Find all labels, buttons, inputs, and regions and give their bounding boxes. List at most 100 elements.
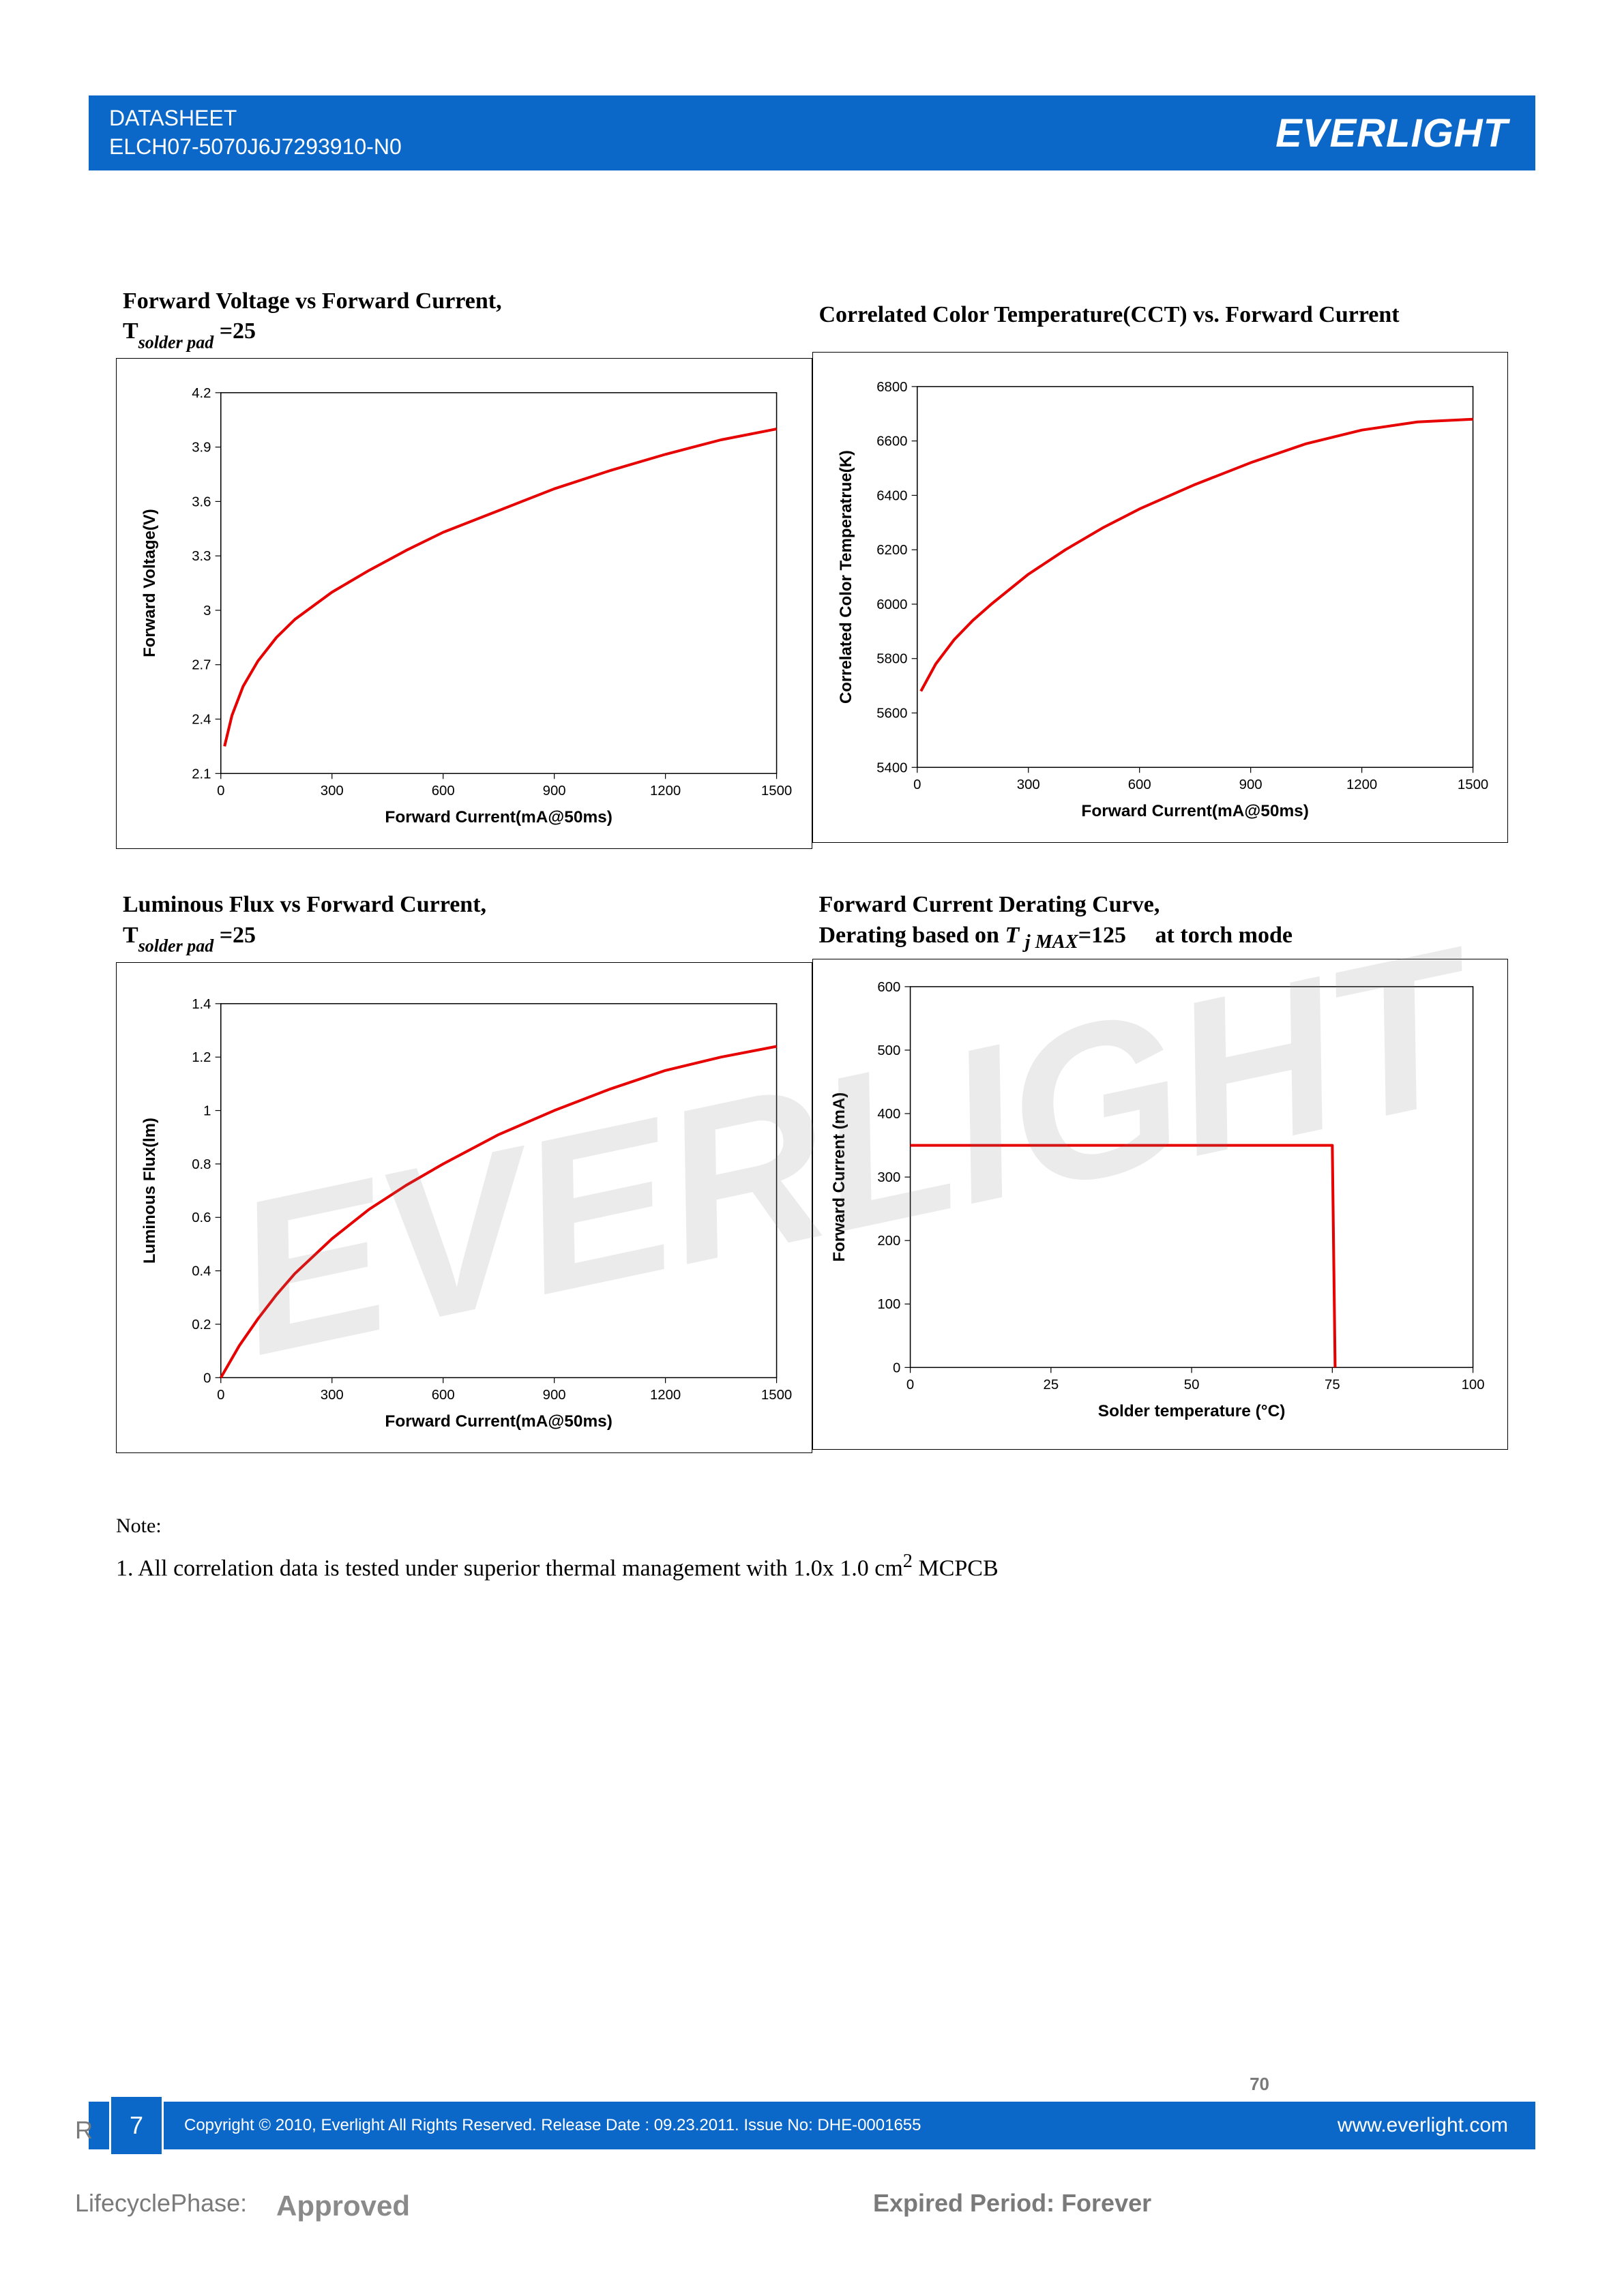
svg-text:300: 300: [321, 784, 344, 799]
derating-title-main: Forward Current Derating Curve,: [819, 892, 1160, 917]
svg-text:2.1: 2.1: [192, 767, 211, 782]
svg-text:Forward Voltage(V): Forward Voltage(V): [141, 509, 159, 658]
cct-title-main: Correlated Color Temperature(CCT) vs. Fo…: [819, 302, 1400, 327]
svg-text:100: 100: [877, 1298, 900, 1313]
chart-flux-svg: 03006009001200150000.20.40.60.811.21.4Fo…: [117, 963, 812, 1452]
svg-text:3.9: 3.9: [192, 441, 211, 456]
svg-text:1200: 1200: [1346, 777, 1376, 792]
page-number-box: 7: [109, 2095, 164, 2156]
svg-text:5800: 5800: [876, 652, 907, 667]
logo-text: EVERLIGHT: [1275, 111, 1508, 155]
content-area: Forward Voltage vs Forward Current, Tsol…: [116, 286, 1508, 1589]
note-block: Note: 1. All correlation data is tested …: [116, 1508, 1508, 1590]
svg-text:300: 300: [321, 1388, 344, 1403]
svg-text:6600: 6600: [876, 434, 907, 449]
header-left: DATASHEET ELCH07-5070J6J7293910-N0: [102, 104, 402, 161]
svg-text:5600: 5600: [876, 706, 907, 721]
flux-title-sub: Tsolder pad =25: [123, 923, 256, 948]
header-line2: ELCH07-5070J6J7293910-N0: [109, 133, 402, 162]
ghost-r: R: [75, 2116, 93, 2145]
footer-url: www.everlight.com: [1338, 2114, 1508, 2137]
svg-text:500: 500: [877, 1043, 900, 1058]
svg-text:3.6: 3.6: [192, 495, 211, 510]
vf-title-sub: Tsolder pad =25: [123, 318, 256, 344]
svg-text:1500: 1500: [761, 784, 792, 799]
svg-text:1.4: 1.4: [192, 997, 211, 1012]
svg-text:600: 600: [432, 784, 455, 799]
svg-text:6000: 6000: [876, 597, 907, 612]
page-number: 7: [130, 2111, 143, 2140]
chart-cct-if-box: 0300600900120015005400560058006000620064…: [812, 352, 1509, 843]
chart-derating-cell: Forward Current Derating Curve, Derating…: [812, 890, 1509, 1452]
svg-text:50: 50: [1183, 1378, 1199, 1393]
svg-text:100: 100: [1461, 1378, 1484, 1393]
svg-text:Forward Current (mA): Forward Current (mA): [829, 1092, 848, 1262]
svg-text:6200: 6200: [876, 543, 907, 558]
svg-text:300: 300: [877, 1171, 900, 1186]
svg-text:0: 0: [203, 1371, 211, 1386]
chart-derating-title: Forward Current Derating Curve, Derating…: [812, 890, 1509, 955]
chart-cct-if-cell: Correlated Color Temperature(CCT) vs. Fo…: [812, 286, 1509, 849]
header-line1: DATASHEET: [109, 104, 402, 133]
chart-derating-box: 02550751000100200300400500600Solder temp…: [812, 959, 1509, 1450]
charts-row-1: Forward Voltage vs Forward Current, Tsol…: [116, 286, 1508, 849]
svg-text:1500: 1500: [761, 1388, 792, 1403]
svg-text:0: 0: [913, 777, 921, 792]
ghost-lifecycle: LifecyclePhase:: [75, 2189, 247, 2218]
svg-text:1: 1: [203, 1104, 211, 1119]
svg-text:Forward Current(mA@50ms): Forward Current(mA@50ms): [385, 1412, 612, 1431]
svg-text:900: 900: [543, 784, 566, 799]
derating-title-sub: Derating based on T j MAX=125 at torch m…: [819, 923, 1293, 948]
chart-vf-if-svg: 0300600900120015002.12.42.733.33.63.94.2…: [117, 359, 812, 848]
svg-text:Solder temperature (°C): Solder temperature (°C): [1097, 1403, 1285, 1421]
chart-flux-cell: Luminous Flux vs Forward Current, Tsolde…: [116, 890, 812, 1452]
svg-text:1.2: 1.2: [192, 1050, 211, 1065]
svg-text:Forward Current(mA@50ms): Forward Current(mA@50ms): [1081, 802, 1308, 820]
svg-text:2.7: 2.7: [192, 658, 211, 673]
chart-cct-if-title: Correlated Color Temperature(CCT) vs. Fo…: [812, 286, 1509, 348]
ghost-approved: Approved: [276, 2190, 410, 2222]
svg-text:3.3: 3.3: [192, 550, 211, 565]
chart-flux-box: 03006009001200150000.20.40.60.811.21.4Fo…: [116, 962, 812, 1453]
ghost-70: 70: [1250, 2074, 1269, 2095]
note-label: Note:: [116, 1508, 1508, 1545]
svg-text:1200: 1200: [650, 784, 681, 799]
charts-row-2: Luminous Flux vs Forward Current, Tsolde…: [116, 890, 1508, 1452]
chart-vf-if-box: 0300600900120015002.12.42.733.33.63.94.2…: [116, 358, 812, 849]
svg-text:1200: 1200: [650, 1388, 681, 1403]
svg-text:4.2: 4.2: [192, 386, 211, 401]
svg-text:0: 0: [217, 784, 224, 799]
svg-text:0.6: 0.6: [192, 1210, 211, 1225]
svg-text:0: 0: [217, 1388, 224, 1403]
vf-title-main: Forward Voltage vs Forward Current,: [123, 288, 502, 314]
svg-text:900: 900: [1239, 777, 1262, 792]
svg-text:0: 0: [906, 1378, 913, 1393]
footer-copyright: Copyright © 2010, Everlight All Rights R…: [184, 2116, 1338, 2135]
svg-text:Forward Current(mA@50ms): Forward Current(mA@50ms): [385, 809, 612, 827]
svg-text:0: 0: [893, 1361, 900, 1376]
svg-text:Correlated Color Temperatrue(K: Correlated Color Temperatrue(K): [836, 450, 855, 704]
svg-text:75: 75: [1325, 1378, 1340, 1393]
svg-text:2.4: 2.4: [192, 713, 211, 728]
svg-text:600: 600: [432, 1388, 455, 1403]
svg-text:6800: 6800: [876, 380, 907, 395]
svg-text:600: 600: [877, 980, 900, 995]
note-item-1: 1. All correlation data is tested under …: [116, 1545, 1508, 1590]
chart-cct-if-svg: 0300600900120015005400560058006000620064…: [813, 353, 1508, 842]
svg-text:0.8: 0.8: [192, 1157, 211, 1172]
chart-flux-title: Luminous Flux vs Forward Current, Tsolde…: [116, 890, 812, 957]
footer-bar: Copyright © 2010, Everlight All Rights R…: [89, 2102, 1535, 2149]
svg-text:0.4: 0.4: [192, 1264, 211, 1279]
ghost-expired: Expired Period: Forever: [873, 2189, 1151, 2218]
svg-text:300: 300: [1016, 777, 1039, 792]
svg-text:1500: 1500: [1457, 777, 1488, 792]
header-bar: DATASHEET ELCH07-5070J6J7293910-N0 EVERL…: [89, 95, 1535, 170]
chart-vf-if-title: Forward Voltage vs Forward Current, Tsol…: [116, 286, 812, 354]
flux-title-main: Luminous Flux vs Forward Current,: [123, 892, 486, 917]
svg-text:200: 200: [877, 1234, 900, 1249]
svg-text:400: 400: [877, 1107, 900, 1122]
chart-vf-if-cell: Forward Voltage vs Forward Current, Tsol…: [116, 286, 812, 849]
svg-text:600: 600: [1127, 777, 1151, 792]
svg-text:5400: 5400: [876, 760, 907, 775]
svg-text:900: 900: [543, 1388, 566, 1403]
